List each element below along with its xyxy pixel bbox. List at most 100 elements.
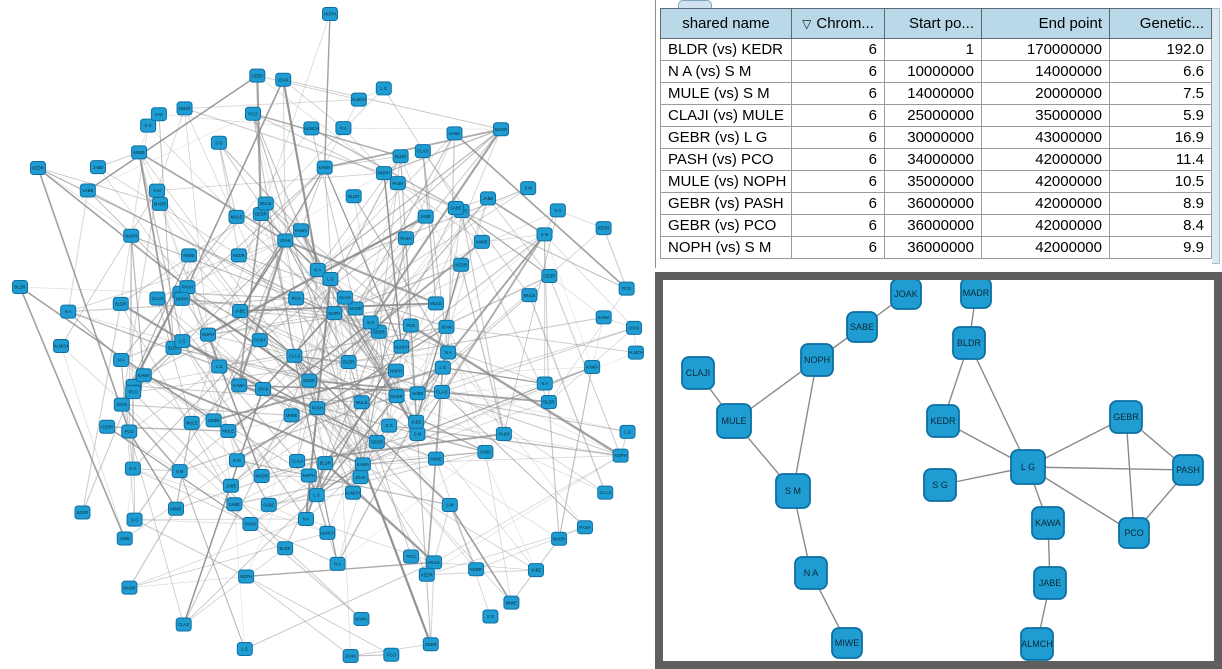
node-shape[interactable] bbox=[350, 92, 367, 107]
network-edge[interactable] bbox=[284, 240, 350, 363]
network-node-NOPH[interactable]: NOPH bbox=[800, 343, 834, 377]
network-node[interactable]: MULE bbox=[521, 288, 538, 303]
node-shape[interactable] bbox=[626, 320, 643, 335]
node-shape[interactable] bbox=[12, 280, 28, 294]
node-shape[interactable] bbox=[277, 233, 294, 248]
network-edge[interactable] bbox=[425, 216, 462, 266]
network-edge-GEBR-PCO[interactable] bbox=[1125, 416, 1135, 534]
network-node-PCO[interactable]: PCO bbox=[1118, 517, 1150, 549]
network-edge-BLDR-LG[interactable] bbox=[968, 342, 1029, 468]
network-node[interactable]: JABE bbox=[417, 209, 434, 224]
network-node[interactable]: NOPH bbox=[199, 327, 216, 342]
network-edge[interactable] bbox=[425, 367, 444, 575]
network-edge[interactable] bbox=[455, 207, 550, 277]
network-node[interactable]: JABE bbox=[527, 563, 544, 578]
node-shape[interactable] bbox=[249, 68, 266, 83]
node-shape[interactable] bbox=[171, 464, 188, 479]
node-shape[interactable] bbox=[422, 637, 439, 652]
node-shape[interactable] bbox=[277, 541, 294, 556]
network-edge[interactable] bbox=[106, 426, 180, 472]
network-node[interactable]: S G bbox=[549, 203, 566, 218]
column-header-shared-name[interactable]: shared name bbox=[660, 8, 792, 39]
network-edge[interactable] bbox=[395, 234, 545, 371]
network-node[interactable]: MADR bbox=[123, 228, 140, 243]
network-edge[interactable] bbox=[300, 167, 326, 231]
network-edge[interactable] bbox=[156, 190, 209, 335]
network-edge[interactable] bbox=[308, 270, 319, 381]
node-shape[interactable] bbox=[173, 291, 190, 306]
node-shape[interactable] bbox=[347, 301, 364, 316]
network-edge[interactable] bbox=[433, 455, 621, 563]
node-shape[interactable] bbox=[353, 611, 370, 626]
network-edge[interactable] bbox=[309, 379, 549, 403]
network-edge[interactable] bbox=[97, 166, 240, 256]
network-edge[interactable] bbox=[37, 167, 161, 205]
node-shape[interactable] bbox=[135, 368, 152, 383]
network-node[interactable]: S M bbox=[409, 426, 426, 441]
network-edge[interactable] bbox=[138, 151, 286, 242]
network-edge[interactable] bbox=[184, 108, 310, 381]
network-edge[interactable] bbox=[591, 317, 605, 368]
network-node[interactable]: KEDR bbox=[418, 567, 435, 582]
table-row[interactable]: CLAJI (vs) MULE 6 25000000 35000000 5.9 bbox=[660, 104, 1212, 127]
node-shape[interactable] bbox=[255, 381, 272, 396]
network-node[interactable]: SABE bbox=[477, 444, 494, 459]
node-shape[interactable] bbox=[388, 389, 405, 404]
node-shape[interactable] bbox=[800, 343, 834, 377]
network-edge[interactable] bbox=[238, 384, 318, 410]
node-shape[interactable] bbox=[576, 520, 593, 535]
node-shape[interactable] bbox=[228, 453, 245, 468]
network-edge[interactable] bbox=[134, 519, 247, 578]
network-node[interactable]: BLDR bbox=[540, 394, 557, 409]
network-edge[interactable] bbox=[417, 366, 593, 435]
network-node[interactable]: CLAJI bbox=[597, 485, 614, 500]
network-edge[interactable] bbox=[295, 182, 399, 299]
node-shape[interactable] bbox=[230, 248, 247, 263]
network-node[interactable]: N A bbox=[60, 304, 77, 319]
network-edge[interactable] bbox=[325, 451, 486, 464]
node-shape[interactable] bbox=[231, 304, 248, 319]
network-edge[interactable] bbox=[296, 297, 345, 299]
network-edge[interactable] bbox=[129, 532, 328, 588]
network-edge[interactable] bbox=[121, 190, 158, 405]
table-row[interactable]: GEBR (vs) PCO 6 36000000 42000000 8.4 bbox=[660, 214, 1212, 237]
network-edge[interactable] bbox=[348, 316, 604, 363]
network-node[interactable]: ALMCH bbox=[350, 92, 367, 107]
network-node[interactable]: NOPH bbox=[388, 363, 405, 378]
node-shape[interactable] bbox=[275, 72, 292, 87]
network-edge[interactable] bbox=[361, 463, 432, 645]
network-edge[interactable] bbox=[260, 13, 331, 215]
network-edge[interactable] bbox=[417, 392, 628, 433]
node-shape[interactable] bbox=[427, 296, 444, 311]
node-shape[interactable] bbox=[131, 145, 148, 160]
node-shape[interactable] bbox=[226, 497, 243, 512]
network-edge[interactable] bbox=[317, 366, 444, 410]
network-edge[interactable] bbox=[67, 311, 122, 361]
network-node[interactable]: MIWE bbox=[181, 248, 198, 263]
network-node[interactable]: PASH bbox=[242, 517, 259, 532]
node-shape[interactable] bbox=[222, 478, 239, 493]
network-node[interactable]: CLAJI bbox=[286, 348, 303, 363]
network-node[interactable]: MADR bbox=[388, 389, 405, 404]
network-edge[interactable] bbox=[245, 576, 351, 657]
node-shape[interactable] bbox=[140, 118, 157, 133]
network-edge[interactable] bbox=[415, 303, 437, 422]
node-shape[interactable] bbox=[375, 81, 392, 96]
network-edge[interactable] bbox=[460, 264, 505, 435]
node-shape[interactable] bbox=[244, 106, 261, 121]
node-shape[interactable] bbox=[112, 296, 129, 311]
network-edge[interactable] bbox=[283, 79, 344, 129]
node-shape[interactable] bbox=[167, 501, 184, 516]
network-edge[interactable] bbox=[230, 407, 318, 487]
network-edge[interactable] bbox=[236, 326, 447, 461]
network-node[interactable]: CLAJI bbox=[149, 291, 166, 306]
network-node[interactable]: PASH bbox=[389, 176, 406, 191]
node-shape[interactable] bbox=[231, 378, 248, 393]
network-edge[interactable] bbox=[334, 312, 606, 493]
network-edge[interactable] bbox=[191, 422, 232, 486]
network-node[interactable]: PASH bbox=[495, 427, 512, 442]
network-edge[interactable] bbox=[252, 113, 335, 314]
network-node[interactable]: S G bbox=[210, 135, 227, 150]
network-node-SM[interactable]: S M bbox=[775, 473, 811, 509]
node-shape[interactable] bbox=[890, 280, 922, 310]
